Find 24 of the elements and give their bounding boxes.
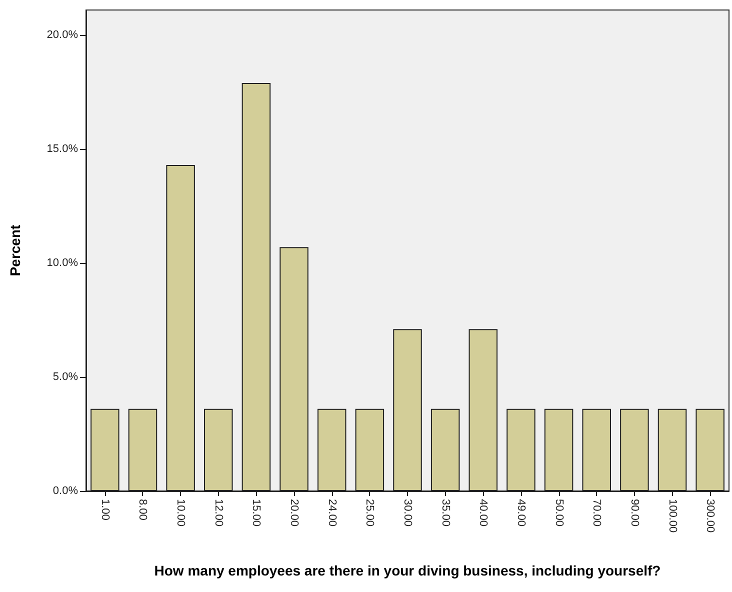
- x-tick-label: 300.00: [704, 499, 716, 533]
- x-axis-title: How many employees are there in your diving business, including yourself?: [154, 562, 661, 578]
- x-tick-label: 1.00: [98, 499, 111, 520]
- x-tick-label: 40.00: [477, 499, 490, 527]
- x-tick-label: 50.00: [552, 499, 565, 527]
- x-tick-label: 100.00: [666, 499, 678, 533]
- y-tick-label: 10.0%: [46, 257, 78, 270]
- y-tick-label: 0.0%: [52, 485, 78, 497]
- x-tick-label: 90.00: [628, 499, 640, 527]
- x-tick-label: 8.00: [136, 499, 149, 520]
- x-tick-label: 15.00: [250, 499, 262, 527]
- x-tick-label: 35.00: [439, 499, 452, 527]
- x-tick-label: 10.00: [174, 499, 187, 527]
- x-tick-label: 70.00: [590, 499, 603, 527]
- x-tick-label: 12.00: [212, 499, 224, 527]
- y-tick-label: 15.0%: [46, 143, 78, 156]
- x-tick-label: 30.00: [402, 499, 414, 527]
- x-tick-label: 49.00: [514, 499, 527, 527]
- y-axis-title: Percent: [7, 224, 23, 276]
- y-tick-label: 20.0%: [46, 29, 78, 42]
- x-tick-label: 24.00: [326, 499, 338, 527]
- x-tick-label: 25.00: [364, 499, 376, 527]
- y-tick-label: 5.0%: [52, 371, 78, 384]
- x-tick-label: 20.00: [288, 499, 300, 527]
